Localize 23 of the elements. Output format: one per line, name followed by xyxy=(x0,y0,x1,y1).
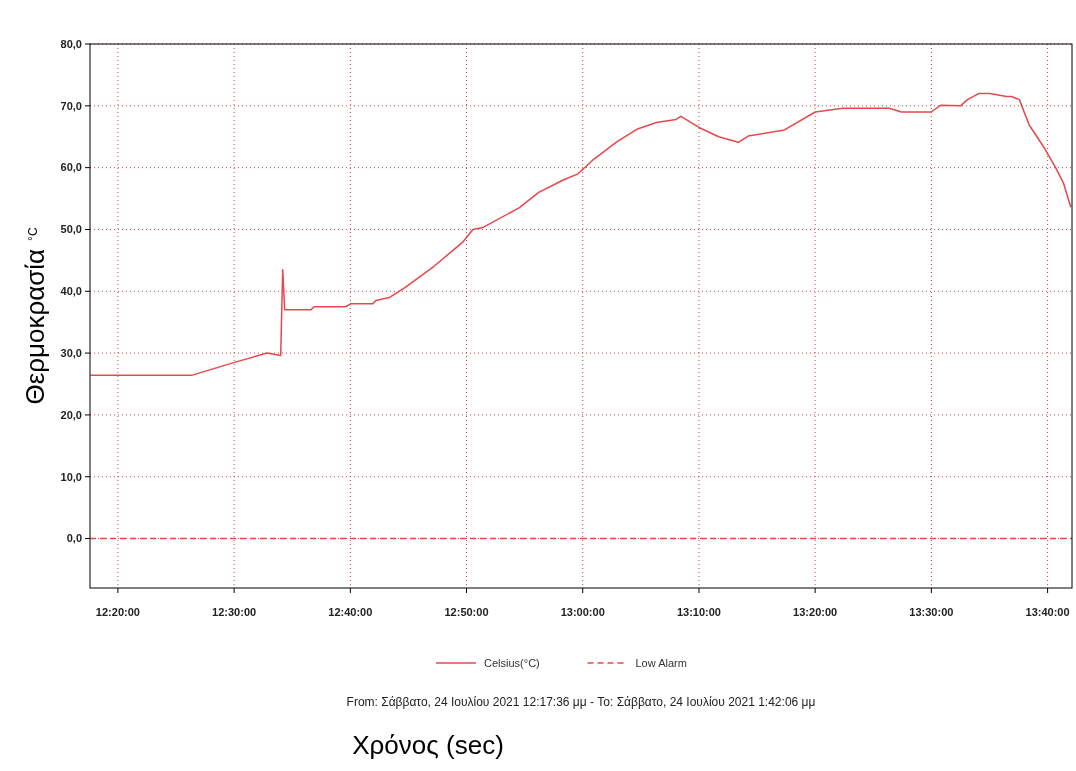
y-tick-label: 70,0 xyxy=(60,99,82,112)
x-tick-label: 13:30:00 xyxy=(909,606,954,618)
y-tick-label: 40,0 xyxy=(60,285,82,298)
legend-label: Low Alarm xyxy=(635,656,687,669)
x-tick-label: 12:30:00 xyxy=(212,606,257,618)
y-tick-label: 0,0 xyxy=(66,532,82,545)
x-axis-title: Χρόνος (sec) xyxy=(352,730,504,760)
x-tick-label: 12:40:00 xyxy=(328,606,373,618)
y-tick-label: 80,0 xyxy=(60,37,82,50)
x-tick-label: 13:20:00 xyxy=(793,606,838,618)
x-tick-label: 12:50:00 xyxy=(444,606,489,618)
y-tick-label: 20,0 xyxy=(60,408,82,421)
x-tick-label: 12:20:00 xyxy=(95,606,140,618)
x-tick-label: 13:10:00 xyxy=(676,606,721,618)
x-tick-label: 13:40:00 xyxy=(1025,606,1070,618)
y-tick-label: 30,0 xyxy=(60,346,82,359)
y-tick-label: 10,0 xyxy=(60,470,82,483)
y-tick-label: 50,0 xyxy=(60,223,82,236)
line-series xyxy=(89,92,1072,377)
x-tick-label: 13:00:00 xyxy=(560,606,605,618)
text: From: Σάββατο, 24 Ιουλίου 2021 12:17:36 μμ - To: Σάββατο, 24 Ιουλίου 2021 1:42:06 μμ xyxy=(346,695,816,709)
legend-label: Celsius(°C) xyxy=(484,656,540,669)
y-tick-label: 60,0 xyxy=(60,161,82,174)
